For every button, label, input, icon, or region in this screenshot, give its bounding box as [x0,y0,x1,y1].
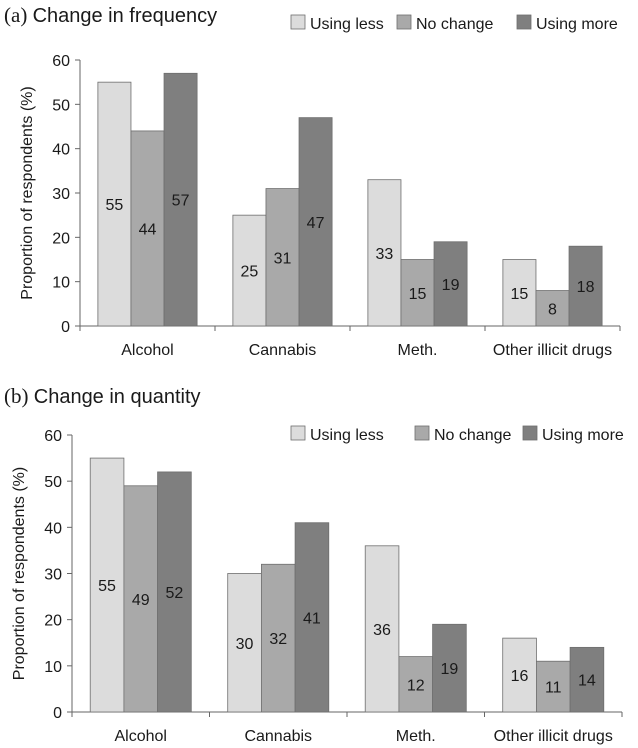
bar-value-label: 41 [303,610,321,627]
y-tick-label: 20 [44,613,62,630]
legend-swatch [290,14,306,30]
y-tick-label: 40 [44,520,62,537]
bar [432,623,467,713]
bar [294,522,330,713]
y-axis-title: Proportion of respondents (%) [11,467,28,680]
legend-label: Using more [536,16,618,33]
legend-label: Using less [310,427,384,444]
bar-value-label: 25 [241,264,259,281]
legend-swatch [396,14,412,30]
bar [227,573,262,713]
bar-value-label: 14 [578,673,596,690]
chart-panel-a: (a) Change in frequency Using less No chan… [4,3,621,359]
legend-swatch [414,425,430,441]
x-category-label: Cannabis [244,728,312,745]
bar [569,646,605,713]
y-tick-label: 10 [52,275,70,292]
bar-value-label: 36 [373,622,391,639]
y-axis-title: Proportion of respondents (%) [19,86,36,299]
bar-value-label: 33 [376,246,394,263]
bar [123,485,158,713]
panel-title-text: Change in frequency [33,5,218,27]
bar [367,179,402,327]
y-tick-label: 30 [44,567,62,584]
bar-value-label: 19 [442,277,460,294]
bar-value-label: 55 [98,578,116,595]
bar [502,259,537,327]
y-tick-label: 20 [52,230,70,247]
legend-label: Using less [310,16,384,33]
bar-value-label: 16 [511,668,529,685]
bar [163,72,198,327]
legend-label: Using more [542,427,624,444]
bar [535,290,570,327]
bar [298,117,333,327]
y-tick-label: 10 [44,659,62,676]
bar-value-label: 30 [236,636,254,653]
panel-letter: (a) [4,3,33,27]
bar-value-label: 15 [511,286,529,303]
bar-value-label: 12 [407,677,425,694]
x-category-label: Cannabis [249,342,317,359]
legend: Using less No change Using more [290,425,624,444]
legend-swatch [516,14,532,30]
bar-value-label: 47 [307,215,325,232]
bar-value-label: 55 [106,197,124,214]
x-category-label: Other illicit drugs [493,342,612,359]
panel-title-text: Change in quantity [34,386,201,408]
bar [568,245,603,327]
legend-label: No change [416,16,493,33]
chart-panel-b: (b) Change in quantity Using less No chang… [4,384,624,745]
y-tick-label: 60 [52,53,70,70]
y-tick-label: 60 [44,428,62,445]
bar [400,259,435,327]
bar [398,656,433,713]
legend-swatch [290,425,306,441]
bar [433,241,468,327]
x-category-label: Meth. [397,342,437,359]
bar [157,471,192,713]
legend-label: No change [434,427,511,444]
y-tick-label: 50 [52,97,70,114]
bar-value-label: 19 [441,661,459,678]
x-category-label: Alcohol [121,342,173,359]
bar-value-label: 8 [548,301,557,318]
bar-value-label: 15 [409,286,427,303]
x-category-label: Other illicit drugs [494,728,613,745]
y-tick-label: 0 [53,705,62,722]
legend-swatch [522,425,538,441]
x-category-label: Alcohol [115,728,167,745]
bar-value-label: 57 [172,193,190,210]
bar [364,545,400,713]
legend: Using less No change Using more [290,14,618,33]
bar-value-label: 32 [269,631,287,648]
panel-letter: (b) [4,384,34,408]
bar-value-label: 52 [166,585,184,602]
x-category-label: Meth. [396,728,436,745]
chart-title: (b) Change in quantity [4,384,201,408]
bar-value-label: 44 [139,221,157,238]
y-tick-label: 30 [52,186,70,203]
bar [261,563,296,713]
y-tick-label: 40 [52,142,70,159]
bar-value-label: 31 [274,250,292,267]
bar-value-label: 18 [577,279,595,296]
y-tick-label: 50 [44,474,62,491]
bar-value-label: 11 [545,680,562,697]
bar-value-label: 49 [132,592,150,609]
chart-title: (a) Change in frequency [4,3,217,27]
y-tick-label: 0 [61,319,70,336]
